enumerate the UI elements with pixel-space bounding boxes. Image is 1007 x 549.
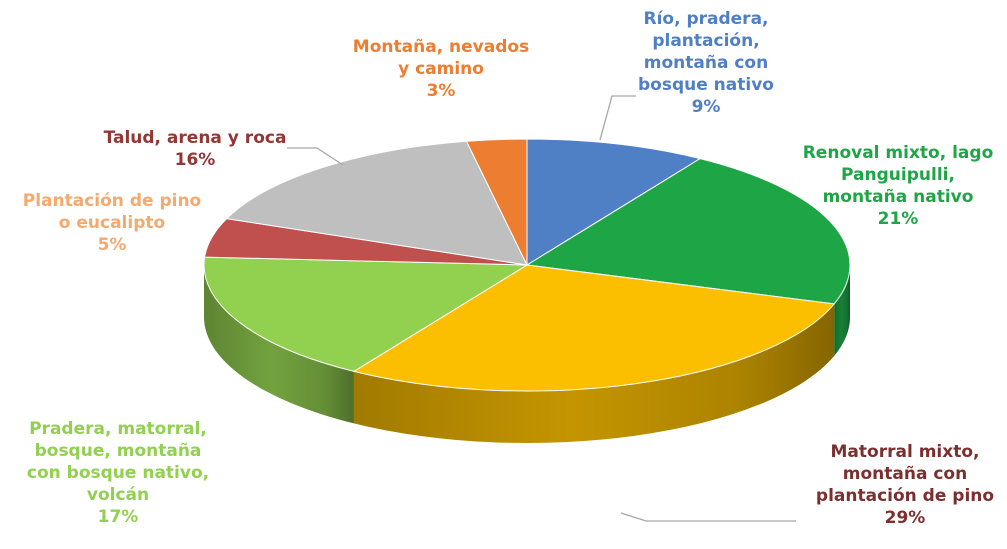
- slice-2-matorral-mixto-montana-c-side-shading: [353, 303, 835, 443]
- data-label-text: montaña nativo: [823, 187, 974, 207]
- data-label-text: Matorral mixto,: [831, 442, 980, 462]
- slice-0-rio-pradera-plantacion-m-top: [526, 138, 702, 266]
- data-label-value: 17%: [98, 507, 139, 527]
- data-label-slice-6-montana-nevados-y-camino: Montaña, nevados y camino 3%: [353, 37, 529, 101]
- data-label-value: 3%: [427, 81, 456, 101]
- slice-6-montana-nevados-y-camino-top: [465, 138, 528, 266]
- data-label-text: o eucalipto: [59, 213, 165, 233]
- data-label-text: bosque, montaña: [35, 441, 202, 461]
- pie-side-walls: [203, 265, 850, 443]
- data-label-text: Pradera, matorral,: [29, 419, 207, 439]
- slice-5-talud-arena-y-roca-top: [225, 140, 528, 266]
- data-label-value: 9%: [692, 97, 721, 117]
- slice-1-renoval-mixto-lago-pangu-top: [525, 158, 851, 305]
- data-label-slice-5-talud-arena-y-roca: Talud, arena y roca 16%: [104, 128, 287, 170]
- data-label-slice-4-plantacion-de-pino-o-euc: Plantación de pino o eucalipto 5%: [23, 191, 201, 255]
- data-label-text: y camino: [398, 59, 484, 79]
- data-label-text: Montaña, nevados: [353, 37, 529, 57]
- data-label-text: montaña con: [843, 464, 967, 484]
- data-label-text: Renoval mixto, lago: [803, 143, 994, 163]
- data-label-text: Río, pradera,: [643, 9, 768, 29]
- data-label-slice-0-rio-pradera-plantacion-m: Río, pradera, plantación, montaña con bosqu…: [638, 9, 774, 117]
- data-label-text: bosque nativo: [638, 75, 774, 95]
- data-label-text: Talud, arena y roca: [104, 128, 287, 148]
- slice-2-matorral-mixto-montana-c-top: [352, 264, 836, 392]
- data-label-text: montaña con: [644, 53, 768, 73]
- leader-line-rio: [599, 95, 636, 141]
- data-label-text: plantación de pino: [816, 486, 994, 506]
- data-label-text: volcán: [87, 485, 149, 505]
- data-label-text: Plantación de pino: [23, 191, 201, 211]
- data-label-slice-3-pradera-matorral-bosque-: Pradera, matorral, bosque, montaña con bos…: [27, 419, 209, 527]
- leader-lines: [287, 95, 796, 522]
- data-label-text: plantación,: [652, 31, 759, 51]
- data-label-value: 21%: [878, 209, 919, 229]
- pie-top-faces: [203, 138, 851, 392]
- data-label-value: 16%: [175, 150, 216, 170]
- data-labels: Río, pradera, plantación, montaña con bosqu…: [23, 9, 994, 528]
- slice-3-pradera-matorral-bosque--top: [203, 256, 529, 372]
- slice-3-pradera-matorral-bosque--side-shading: [203, 265, 354, 424]
- data-label-value: 29%: [885, 508, 926, 528]
- data-label-value: 5%: [98, 235, 127, 255]
- data-label-text: con bosque nativo,: [27, 463, 209, 483]
- slice-1-renoval-mixto-lago-pangu-side-shading: [834, 265, 850, 356]
- data-label-text: Panguipulli,: [841, 165, 955, 185]
- data-label-slice-1-renoval-mixto-lago-pangu: Renoval mixto, lago Panguipulli, montaña n…: [803, 143, 994, 229]
- leader-line-matorral: [620, 512, 796, 522]
- leader-line-talud: [287, 147, 344, 166]
- data-label-slice-2-matorral-mixto-montana-c: Matorral mixto, montaña con plantación de …: [816, 442, 994, 528]
